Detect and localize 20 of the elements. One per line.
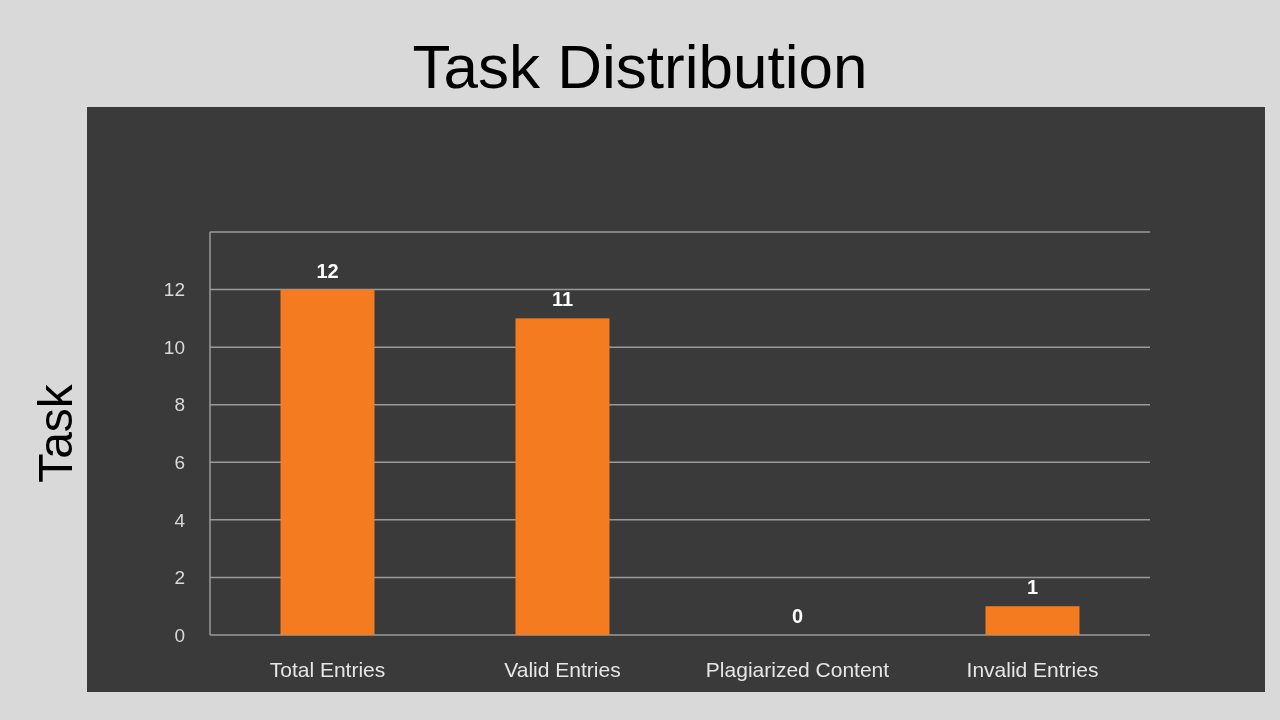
data-label: 11 (551, 288, 574, 311)
x-tick-label: Invalid Entries (966, 658, 1099, 681)
y-tick-label: 12 (163, 279, 185, 301)
data-label: 12 (316, 259, 339, 282)
x-tick-label: Valid Entries (504, 658, 621, 681)
y-tick-label: 10 (163, 336, 185, 358)
x-tick-label: Plagiarized Content (705, 658, 890, 681)
data-label: 1 (1026, 576, 1039, 599)
y-tick-label: 2 (174, 567, 185, 589)
y-axis-title: Task (29, 383, 82, 483)
x-tick-label: Total Entries (269, 658, 386, 681)
y-tick-label: 0 (174, 624, 185, 646)
chart-title: Task Distribution (412, 32, 868, 101)
y-tick-label: 4 (174, 509, 186, 531)
data-label: 0 (791, 605, 804, 627)
y-tick-label: 6 (174, 451, 185, 473)
bar (515, 318, 610, 635)
bar (280, 289, 375, 635)
bar (985, 606, 1080, 635)
y-tick-label: 8 (174, 394, 185, 416)
